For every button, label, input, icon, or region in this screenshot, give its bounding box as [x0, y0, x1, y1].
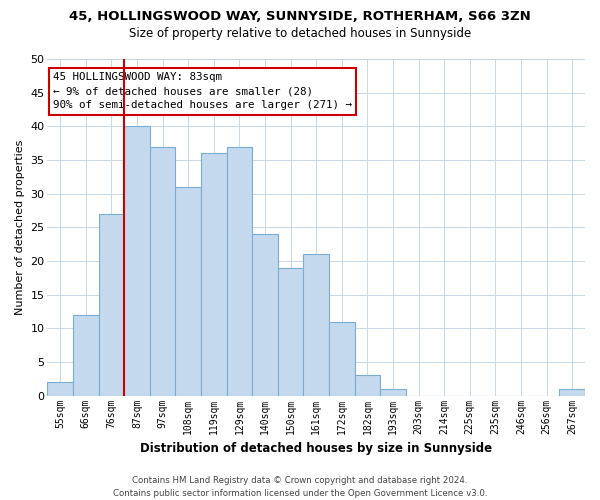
Bar [73, 315, 98, 396]
Bar [304, 254, 329, 396]
Bar [98, 214, 124, 396]
Bar [227, 146, 252, 396]
X-axis label: Distribution of detached houses by size in Sunnyside: Distribution of detached houses by size … [140, 442, 492, 455]
Y-axis label: Number of detached properties: Number of detached properties [15, 140, 25, 315]
Text: 45 HOLLINGSWOOD WAY: 83sqm
← 9% of detached houses are smaller (28)
90% of semi-: 45 HOLLINGSWOOD WAY: 83sqm ← 9% of detac… [53, 72, 352, 110]
Bar [150, 146, 175, 396]
Bar [47, 382, 73, 396]
Bar [559, 389, 585, 396]
Bar [380, 389, 406, 396]
Bar [252, 234, 278, 396]
Bar [124, 126, 150, 396]
Text: Size of property relative to detached houses in Sunnyside: Size of property relative to detached ho… [129, 28, 471, 40]
Bar [201, 154, 227, 396]
Text: Contains HM Land Registry data © Crown copyright and database right 2024.
Contai: Contains HM Land Registry data © Crown c… [113, 476, 487, 498]
Bar [175, 187, 201, 396]
Bar [278, 268, 304, 396]
Bar [355, 376, 380, 396]
Text: 45, HOLLINGSWOOD WAY, SUNNYSIDE, ROTHERHAM, S66 3ZN: 45, HOLLINGSWOOD WAY, SUNNYSIDE, ROTHERH… [69, 10, 531, 23]
Bar [329, 322, 355, 396]
